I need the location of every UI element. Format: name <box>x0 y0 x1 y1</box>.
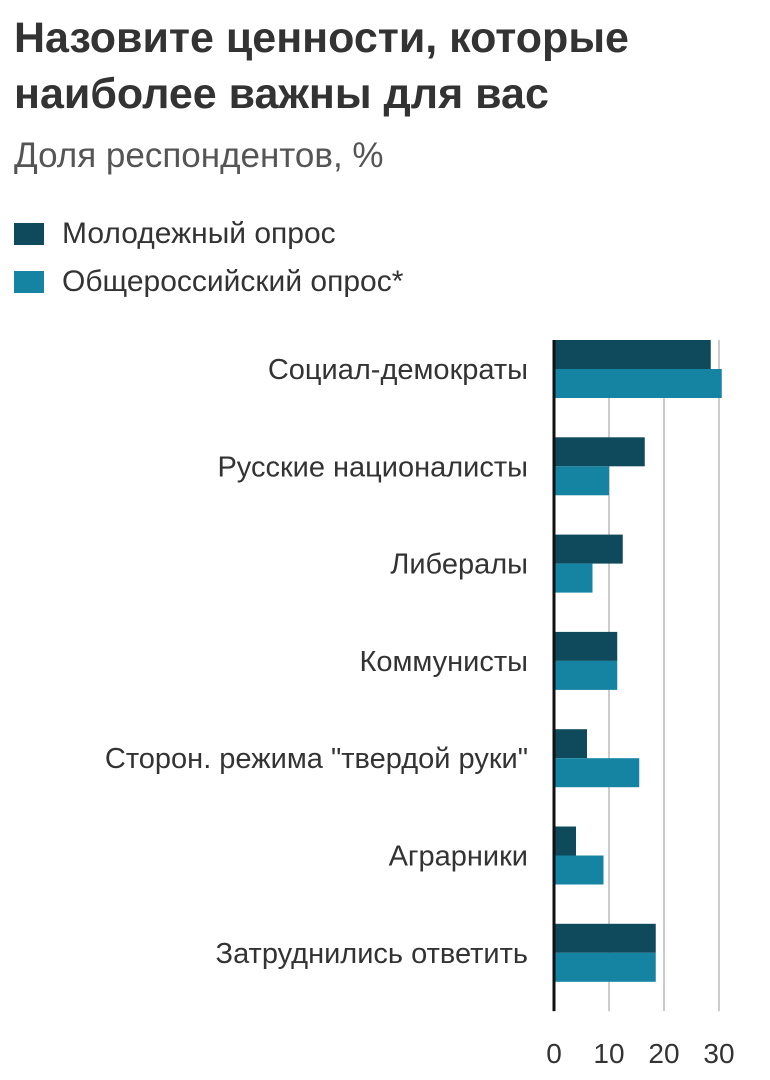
x-tick-label: 30 <box>703 1038 734 1069</box>
bar-youth <box>554 437 645 467</box>
legend-swatch-national <box>14 271 44 293</box>
bar-youth <box>554 729 587 759</box>
category-label: Затруднились ответить <box>216 938 528 970</box>
legend-label-youth: Молодежный опрос <box>62 217 336 250</box>
bars <box>554 340 722 982</box>
chart-title: Назовите ценности, которые наиболее важн… <box>14 14 629 118</box>
chart-subtitle: Доля респондентов, % <box>14 136 384 175</box>
category-label: Коммунисты <box>359 646 528 678</box>
category-label: Аграрники <box>389 841 528 873</box>
category-label: Социал-демократы <box>268 354 528 386</box>
bar-national <box>554 855 604 885</box>
bar-chart: Социал-демократы Русские националисты Либе… <box>105 340 735 1069</box>
bar-youth <box>554 534 623 564</box>
legend: Молодежный опрос Общероссийский опрос* <box>14 210 403 306</box>
x-tick-labels: 0 10 20 30 <box>546 1038 734 1069</box>
category-labels: Социал-демократы Русские националисты Либе… <box>105 354 528 970</box>
bar-national <box>554 660 618 690</box>
x-tick-label: 10 <box>593 1038 624 1069</box>
bar-youth <box>554 340 711 369</box>
bar-youth <box>554 631 618 661</box>
legend-item-youth: Молодежный опрос <box>14 210 403 258</box>
category-label: Либералы <box>390 549 528 581</box>
category-label: Сторон. режима "твердой руки" <box>105 743 528 775</box>
legend-item-national: Общероссийский опрос* <box>14 258 403 306</box>
legend-label-national: Общероссийский опрос* <box>62 265 404 298</box>
x-tick-label: 0 <box>546 1038 562 1069</box>
legend-swatch-youth <box>14 223 44 245</box>
bar-national <box>554 369 722 398</box>
category-label: Русские националисты <box>217 451 528 483</box>
bar-national <box>554 563 593 593</box>
bar-youth <box>554 923 656 953</box>
bar-national <box>554 466 609 496</box>
bar-youth <box>554 826 576 856</box>
bar-national <box>554 758 640 788</box>
bar-national <box>554 952 656 982</box>
x-tick-label: 20 <box>648 1038 679 1069</box>
